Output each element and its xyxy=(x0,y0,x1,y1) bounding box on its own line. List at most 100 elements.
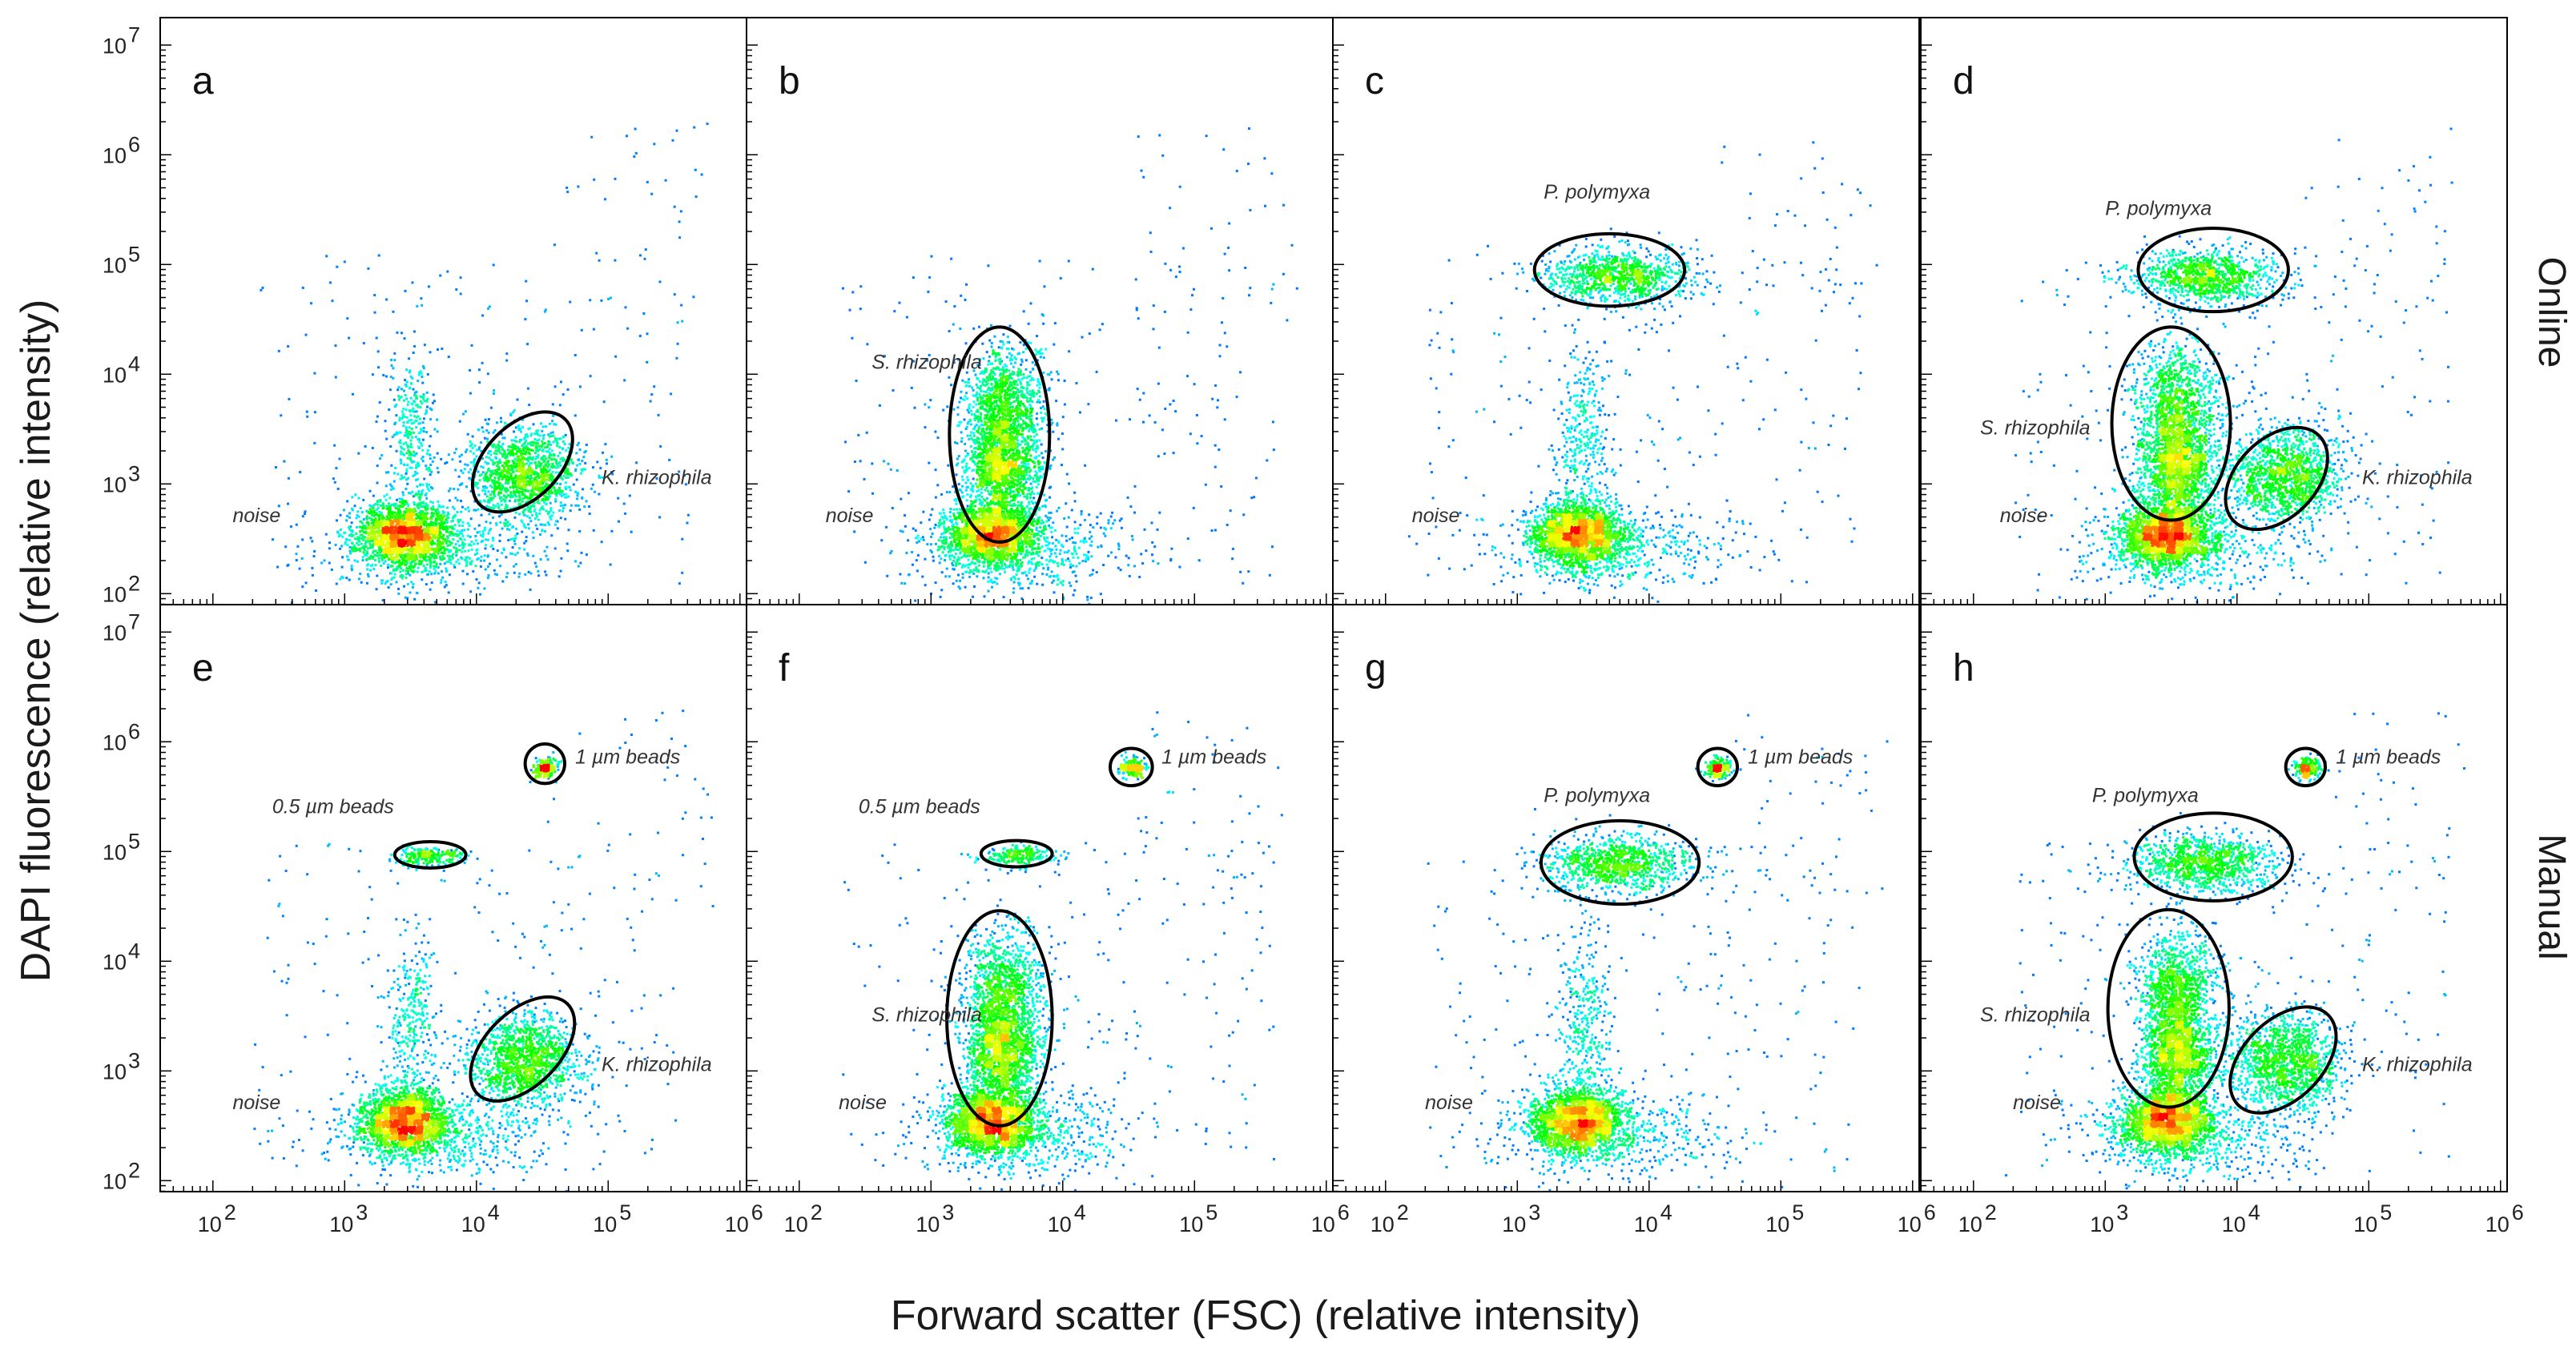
data-point xyxy=(389,522,392,525)
data-point xyxy=(987,264,990,267)
data-point xyxy=(461,582,465,585)
data-point xyxy=(1192,506,1195,509)
data-point xyxy=(353,537,356,541)
data-point xyxy=(488,529,491,533)
data-point xyxy=(390,572,393,575)
data-point xyxy=(515,465,517,468)
data-point xyxy=(536,464,539,468)
data-point xyxy=(1073,491,1077,494)
data-point xyxy=(470,344,473,347)
data-point xyxy=(413,597,417,601)
data-point xyxy=(413,415,417,418)
data-point xyxy=(382,374,385,376)
data-point xyxy=(1152,304,1155,308)
data-point xyxy=(357,577,360,581)
data-point xyxy=(388,550,392,553)
data-point xyxy=(1034,501,1037,505)
data-point xyxy=(563,458,566,461)
data-point xyxy=(1295,287,1298,290)
data-point xyxy=(535,429,538,432)
data-point xyxy=(548,456,551,459)
data-point xyxy=(483,529,486,532)
data-point xyxy=(938,554,941,557)
data-point xyxy=(863,477,866,480)
data-point xyxy=(1053,575,1055,577)
data-point xyxy=(402,421,405,424)
data-point xyxy=(385,530,388,533)
data-point xyxy=(385,534,388,537)
data-point xyxy=(523,509,526,512)
data-point xyxy=(963,418,966,421)
data-point xyxy=(965,371,968,374)
data-point xyxy=(589,375,592,378)
data-point xyxy=(484,547,487,550)
data-point xyxy=(476,558,479,561)
data-point xyxy=(411,490,414,493)
data-point xyxy=(966,408,969,412)
data-point xyxy=(1083,537,1086,541)
y-tick-exponent: 4 xyxy=(128,352,140,376)
data-point xyxy=(458,524,461,527)
data-point xyxy=(497,506,500,509)
data-point xyxy=(568,443,571,446)
data-point xyxy=(420,505,423,509)
data-point xyxy=(494,505,497,508)
data-point xyxy=(437,541,441,545)
data-point xyxy=(492,504,495,507)
data-point xyxy=(945,491,948,494)
data-point xyxy=(405,435,409,437)
data-point xyxy=(494,449,497,452)
data-point xyxy=(540,422,543,425)
data-point xyxy=(1019,587,1022,590)
data-point xyxy=(392,530,395,533)
data-point xyxy=(311,566,314,569)
data-point xyxy=(407,476,409,480)
data-point xyxy=(288,397,291,400)
data-point xyxy=(952,323,955,326)
data-point xyxy=(405,554,408,557)
data-point xyxy=(599,467,602,469)
data-point xyxy=(499,565,502,568)
data-point xyxy=(425,502,428,505)
data-point xyxy=(634,127,637,131)
data-point xyxy=(392,520,396,523)
data-point xyxy=(413,557,417,560)
data-point xyxy=(448,489,450,493)
data-point xyxy=(481,426,484,429)
data-point xyxy=(423,546,426,549)
data-point xyxy=(427,555,430,558)
data-point xyxy=(398,559,401,562)
data-point xyxy=(965,392,968,395)
y-tick-exponent: 5 xyxy=(128,242,140,266)
data-point xyxy=(1040,427,1044,430)
data-point xyxy=(365,550,368,553)
data-point xyxy=(403,500,406,503)
data-point xyxy=(411,454,414,456)
data-point xyxy=(514,474,517,477)
data-point xyxy=(450,530,453,533)
gate-ellipse xyxy=(470,410,574,514)
data-point xyxy=(379,553,382,557)
data-point xyxy=(492,548,495,550)
data-point xyxy=(545,502,548,505)
data-point xyxy=(578,448,582,451)
data-point xyxy=(389,445,392,448)
data-point xyxy=(508,478,511,481)
data-point xyxy=(522,446,525,449)
data-point xyxy=(592,466,594,469)
data-point xyxy=(418,440,421,444)
data-point xyxy=(971,386,974,389)
data-point xyxy=(463,529,466,532)
data-point xyxy=(965,283,968,286)
data-point xyxy=(420,525,422,529)
data-point xyxy=(905,316,908,319)
data-point xyxy=(959,328,962,330)
data-point xyxy=(377,549,380,552)
data-point xyxy=(405,380,409,384)
data-point xyxy=(1028,560,1031,563)
data-point xyxy=(405,426,408,429)
data-point xyxy=(437,549,441,553)
data-point xyxy=(563,469,566,472)
data-point xyxy=(551,462,554,465)
data-point xyxy=(379,545,382,549)
